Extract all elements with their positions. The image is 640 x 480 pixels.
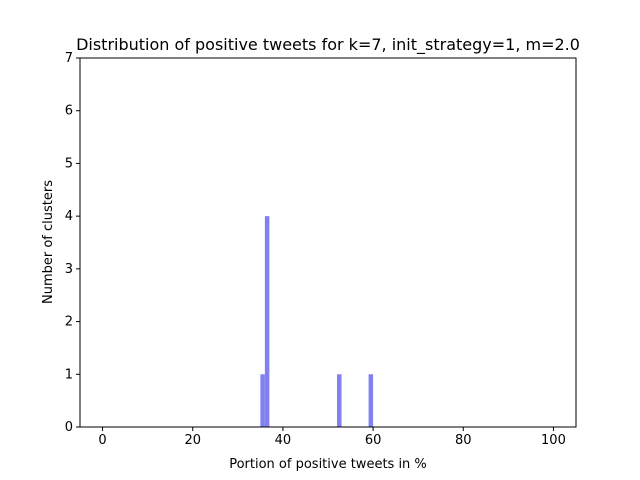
y-tick-label-3: 3 bbox=[65, 262, 73, 277]
y-axis-label: Number of clusters bbox=[41, 180, 56, 304]
y-axis-ticks: 0 1 2 3 4 5 6 7 bbox=[65, 51, 80, 435]
y-tick-label-7: 7 bbox=[65, 51, 73, 66]
histogram-bar-2 bbox=[337, 374, 342, 427]
x-axis-label: Portion of positive tweets in % bbox=[229, 457, 427, 472]
y-tick-label-6: 6 bbox=[65, 104, 73, 119]
histogram-bar-1 bbox=[264, 216, 270, 427]
histogram-bar-0 bbox=[260, 374, 265, 427]
histogram-bar-3 bbox=[368, 374, 374, 427]
y-tick-label-0: 0 bbox=[65, 420, 73, 435]
chart-title: Distribution of positive tweets for k=7,… bbox=[76, 35, 580, 55]
x-tick-label-3: 60 bbox=[365, 433, 382, 448]
histogram-bars bbox=[260, 216, 374, 427]
y-tick-label-2: 2 bbox=[65, 315, 73, 330]
plot-frame bbox=[79, 57, 577, 428]
x-tick-label-5: 100 bbox=[541, 433, 566, 448]
y-tick-label-4: 4 bbox=[65, 209, 73, 224]
y-tick-label-5: 5 bbox=[65, 156, 73, 171]
x-axis-ticks: 0 20 40 60 80 100 bbox=[98, 427, 566, 448]
x-tick-label-2: 40 bbox=[275, 433, 292, 448]
x-tick-label-1: 20 bbox=[184, 433, 201, 448]
y-tick-label-1: 1 bbox=[65, 367, 73, 382]
x-tick-label-4: 80 bbox=[455, 433, 472, 448]
x-tick-label-0: 0 bbox=[98, 433, 106, 448]
